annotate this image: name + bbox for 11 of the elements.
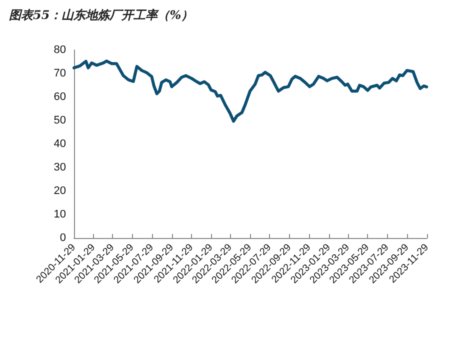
y-tick-label: 40 <box>54 138 66 150</box>
y-tick-label: 0 <box>60 232 66 244</box>
y-tick-label: 80 <box>54 44 66 56</box>
y-tick-label: 70 <box>54 68 66 80</box>
y-tick-label: 60 <box>54 91 66 103</box>
y-tick-label: 20 <box>54 185 66 197</box>
y-tick-label: 10 <box>54 208 66 220</box>
chart-title: 图表55：山东地炼厂开工率（%） <box>9 8 194 22</box>
line-series <box>72 60 428 123</box>
y-tick-label: 50 <box>54 114 66 126</box>
y-tick-label: 30 <box>54 162 66 174</box>
